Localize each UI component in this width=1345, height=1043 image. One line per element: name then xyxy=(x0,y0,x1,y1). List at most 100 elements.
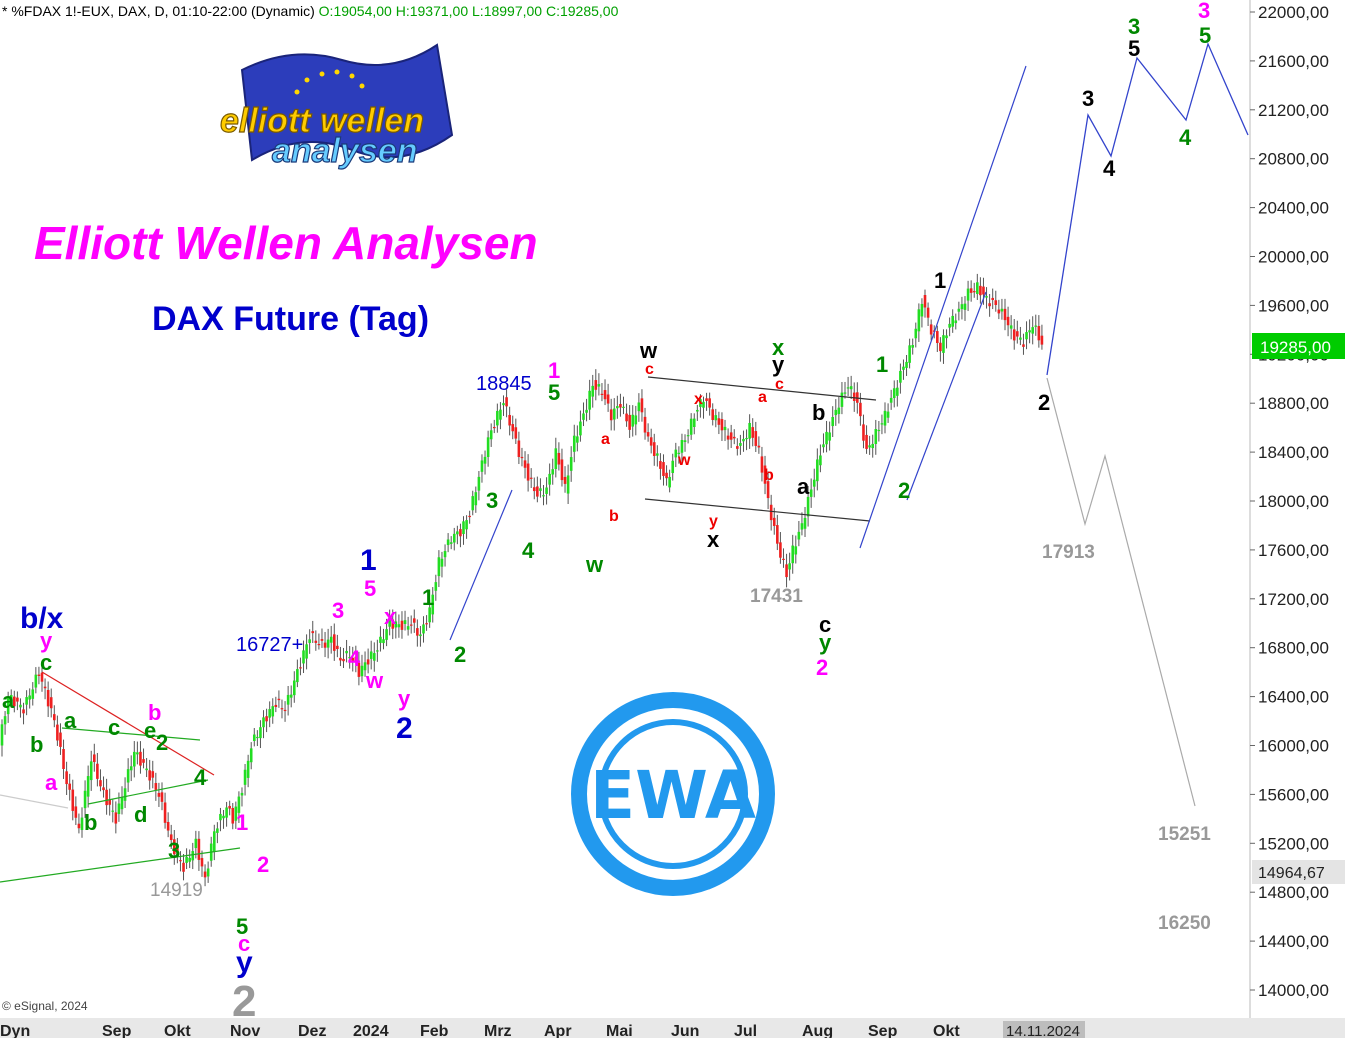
candle-body xyxy=(160,792,164,802)
candle-body xyxy=(1034,325,1038,327)
candle-body xyxy=(148,770,151,781)
candle-body xyxy=(120,797,124,810)
wave-label: y xyxy=(398,686,411,711)
candle-body xyxy=(508,414,511,426)
candle-body xyxy=(702,401,705,408)
candle-body xyxy=(551,469,555,475)
candle-body xyxy=(385,629,388,640)
candle-body xyxy=(382,639,385,644)
candle-body xyxy=(96,763,99,779)
candle-body xyxy=(1012,329,1016,341)
wave-label: 1 xyxy=(422,585,434,610)
candle-body xyxy=(139,751,142,766)
wave-label: 1 xyxy=(876,352,888,377)
page-title: Elliott Wellen Analysen xyxy=(34,217,538,269)
candle-body xyxy=(268,709,271,718)
last-price-label: 19285,00 xyxy=(1260,338,1331,357)
x-tick-label: Nov xyxy=(230,1023,260,1038)
candle-body xyxy=(936,331,939,344)
candle-body xyxy=(499,409,502,420)
wave-label: a xyxy=(2,688,15,713)
ohlc-label: O:19054,00 H:19371,00 L:18997,00 C:19285… xyxy=(318,3,619,19)
wave-label: b xyxy=(148,700,161,725)
wave-label: a xyxy=(797,474,810,499)
candle-body xyxy=(222,815,225,819)
candle-body xyxy=(911,345,915,348)
trend-line xyxy=(0,847,241,883)
candle-body xyxy=(812,479,816,487)
date-marker-label: 14.11.2024 xyxy=(1006,1023,1080,1038)
candle-body xyxy=(926,307,930,318)
candle-body xyxy=(1022,344,1025,347)
candle-body xyxy=(397,624,401,628)
candle-body xyxy=(849,386,853,390)
candle-body xyxy=(151,771,155,778)
candle-body xyxy=(314,640,318,643)
candle-body xyxy=(637,402,641,412)
candle-body xyxy=(920,303,924,317)
level-label: 18845 xyxy=(476,373,532,395)
candle-body xyxy=(3,716,7,725)
candle-body xyxy=(837,407,841,415)
candle-body xyxy=(732,436,736,439)
candle-body xyxy=(1037,326,1041,341)
x-tick-label: Jul xyxy=(734,1023,757,1038)
candle-body xyxy=(976,282,979,294)
candle-body xyxy=(166,821,170,831)
channel-line xyxy=(859,65,1027,549)
ewa-badge-text: EWA xyxy=(590,757,756,834)
candle-body xyxy=(794,546,798,555)
candle-body xyxy=(391,619,395,629)
x-tick-label: Okt xyxy=(164,1023,191,1038)
candle-body xyxy=(9,695,13,702)
wave-label: y xyxy=(40,628,53,653)
date-marker-box xyxy=(1003,1021,1085,1038)
chart-header: * %FDAX 1!-EUX, DAX, D, 01:10-22:00 (Dyn… xyxy=(2,3,618,19)
candle-body xyxy=(1040,335,1044,345)
candle-body xyxy=(705,398,708,401)
wave-label: c xyxy=(108,715,120,740)
candle-body xyxy=(483,456,487,464)
candle-body xyxy=(154,783,158,790)
candle-body xyxy=(360,665,364,677)
candle-body xyxy=(806,496,810,517)
candle-body xyxy=(625,413,628,422)
candle-body xyxy=(840,392,844,407)
x-tick-label: Apr xyxy=(544,1023,572,1038)
y-tick-label: 18400,00 xyxy=(1258,443,1329,462)
candle-body xyxy=(176,847,179,853)
price-axis xyxy=(1250,0,1345,1018)
candle-body xyxy=(714,415,718,421)
candle-body xyxy=(252,734,256,741)
candle-body xyxy=(862,424,865,441)
x-tick-label: Aug xyxy=(802,1023,833,1038)
wave-label: x xyxy=(707,527,720,552)
wave-label: 1 xyxy=(360,544,377,577)
wave-label: 2 xyxy=(1038,390,1050,415)
candle-body xyxy=(102,787,105,791)
candle-body xyxy=(560,459,564,481)
candle-body xyxy=(126,769,130,783)
candle-body xyxy=(902,366,905,370)
candle-body xyxy=(111,810,115,812)
candle-body xyxy=(1028,330,1031,333)
candle-body xyxy=(782,558,785,560)
candle-body xyxy=(62,749,65,770)
cursor-price-label: 14964,67 xyxy=(1258,865,1325,882)
y-tick-label: 14400,00 xyxy=(1258,932,1329,951)
candle-body xyxy=(412,618,416,623)
candle-body xyxy=(262,717,265,728)
candle-body xyxy=(819,455,822,466)
wave-label: 3 xyxy=(332,598,344,623)
candle-body xyxy=(228,805,231,809)
candle-body xyxy=(265,716,268,722)
bull-scenario-path xyxy=(1046,42,1249,376)
candle-body xyxy=(948,323,951,328)
wave-label: 5 xyxy=(236,914,248,939)
candle-body xyxy=(914,328,918,339)
wave-label: 4 xyxy=(194,765,207,790)
candle-body xyxy=(594,380,598,390)
candle-body xyxy=(65,771,68,785)
candle-body xyxy=(545,487,548,494)
channel-line xyxy=(647,376,877,401)
